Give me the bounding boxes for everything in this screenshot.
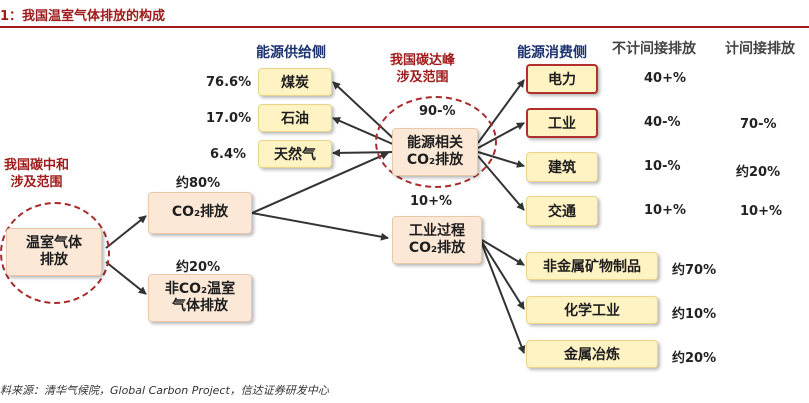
indirect-emission-header: 计间接排放	[725, 41, 795, 57]
industry-node: 工业	[526, 108, 598, 138]
transport-node: 交通	[526, 196, 598, 226]
transport-direct-share: 10+%	[644, 203, 687, 218]
carbon-neutral-scope-ellipse	[0, 202, 110, 304]
oil-node: 石油	[258, 104, 332, 132]
arrow-co2-industrial	[251, 212, 389, 241]
supply-side-header: 能源供给侧	[256, 45, 326, 61]
carbon-peak-scope-label: 我国碳达峰 涉及范围	[390, 53, 456, 85]
industry-indirect-share: 70-%	[740, 117, 777, 132]
source-note: 料来源：清华气候院，Global Carbon Project，信达证券研发中心	[0, 384, 329, 397]
ghg-emission-node: 温室气体 排放	[6, 228, 102, 276]
arrow-industrial-metal	[481, 243, 526, 354]
direct-emission-header: 不计间接排放	[612, 41, 696, 57]
co2-share: 约80%	[176, 176, 221, 191]
building-node: 建筑	[526, 152, 598, 182]
metal-share: 约20%	[672, 351, 717, 366]
coal-share: 76.6%	[206, 75, 252, 90]
non-metal-mineral-node: 非金属矿物制品	[526, 252, 658, 280]
non-co2-emission-node: 非CO₂温室 气体排放	[148, 274, 252, 322]
coal-node: 煤炭	[258, 68, 332, 96]
arrow-ghg-co2	[105, 215, 147, 249]
metal-smelting-node: 金属冶炼	[526, 340, 658, 368]
energy-co2-share: 90-%	[419, 104, 456, 119]
carbon-neutral-scope-label: 我国碳中和 涉及范围	[4, 158, 70, 190]
carbon-peak-scope-ellipse	[375, 96, 497, 188]
industrial-co2-share: 10+%	[410, 194, 453, 209]
natural-gas-node: 天然气	[258, 140, 332, 168]
industry-direct-share: 40-%	[644, 115, 681, 130]
arrow-industrial-nonmetal	[481, 239, 525, 266]
oil-share: 17.0%	[206, 111, 252, 126]
title-bar	[0, 0, 809, 28]
consume-side-header: 能源消费侧	[517, 45, 587, 61]
arrow-industrial-chem	[481, 241, 525, 310]
non-metal-share: 约70%	[672, 263, 717, 278]
building-direct-share: 10-%	[644, 159, 681, 174]
chemical-industry-node: 化学工业	[526, 296, 658, 324]
arrow-co2-energy	[251, 152, 389, 214]
gas-share: 6.4%	[210, 147, 247, 162]
chemical-share: 约10%	[672, 307, 717, 322]
power-node: 电力	[526, 64, 598, 94]
arrow-ghg-nonco2	[105, 261, 147, 295]
industrial-process-co2-node: 工业过程 CO₂排放	[392, 216, 482, 264]
transport-indirect-share: 10+%	[740, 204, 783, 219]
power-direct-share: 40+%	[644, 71, 687, 86]
building-indirect-share: 约20%	[736, 165, 781, 180]
non-co2-share: 约20%	[176, 260, 221, 275]
co2-emission-node: CO₂排放	[148, 192, 252, 234]
diagram-title: 1：我国温室气体排放的构成	[0, 9, 166, 24]
energy-co2-node: 能源相关 CO₂排放	[392, 128, 478, 176]
